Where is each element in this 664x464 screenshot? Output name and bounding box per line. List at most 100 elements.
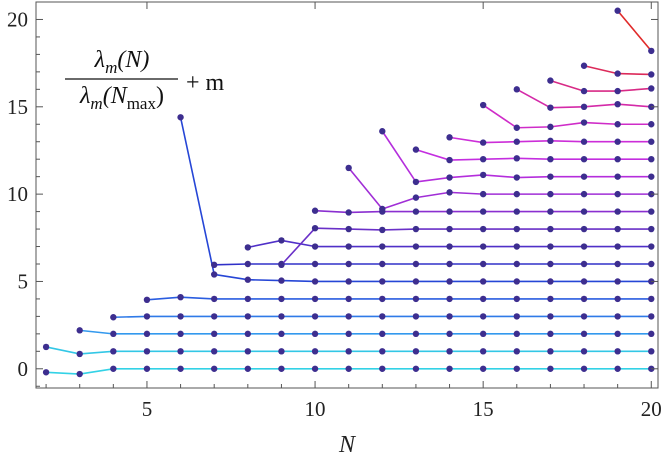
data-point	[479, 365, 487, 372]
data-point	[177, 365, 184, 372]
data-point	[580, 103, 588, 111]
data-point	[311, 365, 319, 372]
data-point	[379, 348, 386, 355]
series-line	[482, 104, 652, 129]
data-point	[614, 295, 621, 303]
data-point	[446, 278, 453, 285]
data-point	[278, 365, 285, 372]
series-m9	[311, 207, 655, 216]
data-point	[446, 348, 453, 355]
data-point	[479, 225, 487, 233]
data-point	[412, 178, 420, 186]
data-point	[580, 295, 588, 303]
data-point	[76, 350, 83, 358]
data-point	[580, 173, 588, 180]
series-m15	[513, 86, 655, 111]
x-tick-label: 15	[473, 397, 494, 421]
data-point	[614, 243, 621, 250]
data-point	[244, 365, 252, 372]
x-tick-label: 5	[142, 397, 153, 421]
data-point	[614, 173, 621, 180]
data-point	[345, 348, 352, 355]
data-point	[278, 237, 285, 244]
data-point	[379, 205, 386, 213]
data-point	[614, 313, 621, 320]
series-m5	[177, 114, 655, 285]
data-point	[614, 70, 621, 77]
data-point	[580, 225, 588, 233]
data-point	[648, 208, 655, 215]
data-point	[412, 194, 420, 201]
data-point	[580, 208, 588, 215]
series-m14	[479, 101, 655, 131]
data-point	[580, 365, 588, 372]
data-point	[244, 276, 252, 283]
data-point	[513, 313, 520, 320]
data-point	[311, 278, 319, 285]
data-point	[244, 295, 252, 303]
formula-num-args: (N)	[117, 47, 149, 73]
data-point	[614, 348, 621, 355]
data-point	[614, 121, 621, 128]
data-point	[412, 208, 420, 215]
data-point	[143, 313, 151, 320]
data-point	[479, 313, 487, 320]
data-point	[311, 348, 319, 355]
data-point	[648, 260, 655, 268]
data-point	[513, 243, 520, 250]
data-point	[379, 313, 386, 320]
data-point	[513, 190, 520, 198]
data-point	[479, 348, 487, 355]
data-point	[345, 330, 352, 338]
data-point	[479, 139, 487, 146]
formula-denominator: λm(Nmax)	[79, 83, 164, 113]
series-m6	[210, 260, 655, 269]
data-point	[547, 123, 554, 131]
data-point	[412, 348, 420, 355]
data-point	[547, 330, 554, 338]
data-point	[614, 138, 621, 145]
data-point	[345, 295, 352, 303]
data-point	[648, 173, 655, 180]
data-point	[547, 173, 554, 180]
formula-den-open: (N	[103, 83, 129, 109]
data-point	[345, 225, 352, 233]
data-point	[446, 174, 453, 181]
data-point	[614, 208, 621, 215]
data-point	[177, 330, 184, 338]
data-point	[345, 313, 352, 320]
data-point	[648, 155, 655, 163]
data-point	[210, 261, 218, 269]
series-m2	[76, 327, 655, 338]
data-point	[412, 295, 420, 303]
data-point	[648, 243, 655, 250]
series-m3	[110, 313, 655, 321]
data-point	[648, 313, 655, 320]
data-point	[580, 330, 588, 338]
data-point	[210, 348, 218, 355]
data-point	[278, 313, 285, 320]
data-point	[614, 260, 621, 268]
data-point	[513, 155, 520, 162]
data-point	[446, 313, 453, 320]
data-point	[278, 330, 285, 338]
series-m8	[278, 224, 655, 269]
data-point	[143, 348, 151, 355]
series-m7	[244, 237, 655, 251]
data-point	[379, 278, 386, 285]
data-point	[547, 137, 554, 145]
series-m18	[614, 7, 655, 55]
data-point	[580, 348, 588, 355]
formula-plus-m: + m	[186, 70, 225, 96]
data-point	[244, 330, 252, 338]
data-point	[547, 365, 554, 372]
data-point	[210, 330, 218, 338]
formula-numerator: λm(N)	[94, 47, 150, 77]
data-point	[42, 369, 50, 376]
series-m4	[143, 293, 655, 303]
data-point	[210, 295, 218, 303]
x-tick-label: 10	[305, 397, 326, 421]
data-point	[614, 225, 621, 233]
y-tick-label: 5	[18, 269, 29, 293]
